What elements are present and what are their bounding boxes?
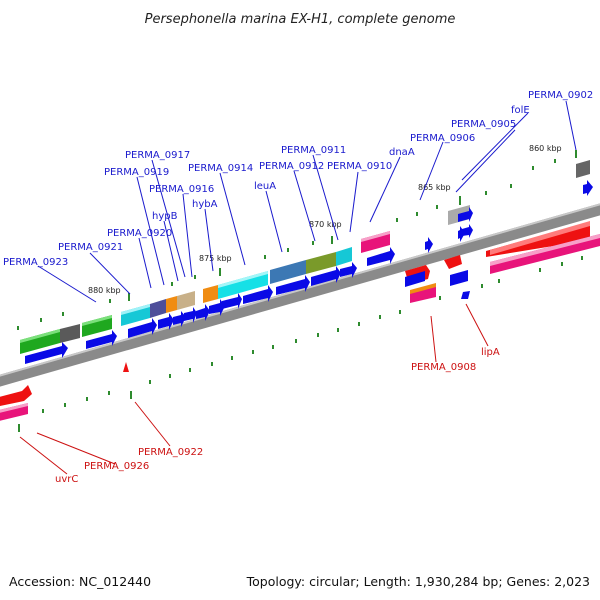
gene-label-perma-0916[interactable]: PERMA_0916 <box>149 184 214 195</box>
map-title: Persephonella marina EX-H1, complete gen… <box>145 12 456 27</box>
gene-label-perma-0919[interactable]: PERMA_0919 <box>104 167 169 178</box>
leader-lines-reverse <box>19 303 489 475</box>
forward-gene-labels: PERMA_0902 folE PERMA_0905 PERMA_0906 dn… <box>3 90 593 268</box>
coord-865kbp: 865 kbp <box>418 183 451 192</box>
gene-label-uvrc[interactable]: uvrC <box>55 474 78 485</box>
coord-880kbp: 880 kbp <box>88 286 121 295</box>
feature-bands-reverse <box>0 221 600 421</box>
topology-text: Topology: circular; Length: 1,930,284 bp… <box>246 574 590 589</box>
tick-marks-outer <box>532 150 577 170</box>
reverse-gene-labels: lipA PERMA_0908 PERMA_0922 PERMA_0926 uv… <box>55 347 500 485</box>
gene-label-hypb[interactable]: hypB <box>152 211 178 222</box>
gene-label-perma-0910[interactable]: PERMA_0910 <box>327 161 392 172</box>
tick-marks-inner <box>17 184 512 330</box>
gene-label-perma-0908[interactable]: PERMA_0908 <box>411 362 476 373</box>
gene-label-perma-0905[interactable]: PERMA_0905 <box>451 119 516 130</box>
coord-860kbp: 860 kbp <box>529 144 562 153</box>
gene-label-leua[interactable]: leuA <box>254 181 276 192</box>
gene-label-perma-0906[interactable]: PERMA_0906 <box>410 133 475 144</box>
gene-label-perma-0912[interactable]: PERMA_0912 <box>259 161 324 172</box>
gene-label-dnaa[interactable]: dnaA <box>389 147 415 158</box>
cds-arrows-reverse <box>405 270 470 299</box>
coord-875kbp: 875 kbp <box>199 254 232 263</box>
gene-label-lipa[interactable]: lipA <box>481 347 500 358</box>
gene-label-perma-0923[interactable]: PERMA_0923 <box>3 257 68 268</box>
gene-label-perma-0920[interactable]: PERMA_0920 <box>107 228 172 239</box>
gene-label-perma-0921[interactable]: PERMA_0921 <box>58 242 123 253</box>
leader-lines-forward <box>37 100 577 303</box>
gene-label-perma-0902[interactable]: PERMA_0902 <box>528 90 593 101</box>
coord-870kbp: 870 kbp <box>309 220 342 229</box>
tick-marks-lower <box>18 256 583 432</box>
gene-label-perma-0922[interactable]: PERMA_0922 <box>138 447 203 458</box>
gene-label-hyba[interactable]: hybA <box>192 199 218 210</box>
gene-label-perma-0926[interactable]: PERMA_0926 <box>84 461 149 472</box>
gene-label-perma-0914[interactable]: PERMA_0914 <box>188 163 253 174</box>
genome-backbone <box>0 203 600 387</box>
gene-label-perma-0917[interactable]: PERMA_0917 <box>125 150 190 161</box>
cds-arrows-forward <box>25 180 593 364</box>
accession-text: Accession: NC_012440 <box>9 574 151 589</box>
gene-label-fole[interactable]: folE <box>511 105 530 116</box>
gene-label-perma-0911[interactable]: PERMA_0911 <box>281 145 346 156</box>
